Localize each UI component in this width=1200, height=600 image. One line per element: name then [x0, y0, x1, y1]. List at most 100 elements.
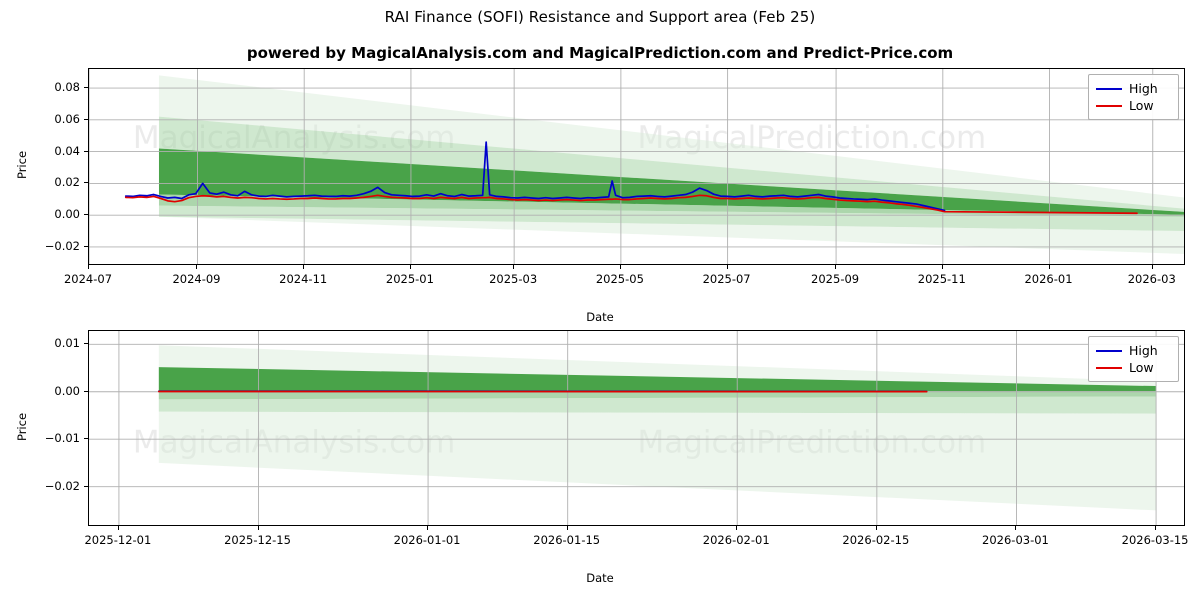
- upper-y-tickmark: [84, 118, 88, 120]
- lower-x-tick-label: 2026-03-15: [1121, 533, 1189, 547]
- lower-x-tick-label: 2026-01-15: [533, 533, 601, 547]
- lower-legend[interactable]: High Low: [1088, 336, 1179, 382]
- upper-x-tickmark: [303, 265, 305, 269]
- lower-y-tick-label: −0.01: [44, 431, 80, 446]
- upper-x-tickmark: [88, 265, 89, 269]
- upper-y-tick-label: 0.08: [54, 80, 80, 95]
- lower-x-tick-label: 2025-12-01: [84, 533, 152, 547]
- upper-y-tickmark: [84, 245, 88, 247]
- lower-x-tickmark: [1155, 526, 1157, 530]
- lower-y-tickmark: [84, 343, 88, 345]
- upper-legend-item-high[interactable]: High: [1096, 80, 1170, 97]
- upper-x-tick-label: 2025-01: [385, 272, 434, 286]
- upper-y-tick-label: 0.00: [54, 207, 80, 222]
- lower-x-tickmark: [117, 526, 119, 530]
- upper-x-tickmark: [409, 265, 411, 269]
- lower-plot-area: MagicalAnalysis.com MagicalPrediction.com: [88, 330, 1185, 526]
- upper-x-tickmark: [941, 265, 943, 269]
- watermark-text: MagicalPrediction.com: [638, 425, 987, 461]
- watermark-text: MagicalPrediction.com: [638, 120, 987, 156]
- lower-band-mid: [158, 390, 1157, 400]
- lower-legend-item-low[interactable]: Low: [1096, 359, 1170, 376]
- lower-band-lower-light: [158, 396, 1157, 414]
- upper-x-axis-title: Date: [586, 310, 614, 324]
- upper-legend[interactable]: High Low: [1088, 74, 1179, 120]
- lower-y-axis-title: Price: [15, 412, 29, 442]
- upper-x-tick-label: 2024-09: [172, 272, 221, 286]
- lower-x-tickmark: [257, 526, 259, 530]
- lower-x-axis-title: Date: [586, 571, 614, 585]
- upper-y-tickmark: [84, 182, 88, 184]
- legend-label: High: [1129, 81, 1158, 96]
- upper-x-tickmark: [619, 265, 621, 269]
- upper-x-tick-label: 2025-03: [489, 272, 538, 286]
- lower-legend-item-high[interactable]: High: [1096, 342, 1170, 359]
- legend-line-swatch-icon: [1096, 104, 1122, 107]
- upper-y-tick-label: 0.02: [54, 175, 80, 190]
- upper-gridlines: [89, 69, 1184, 264]
- upper-x-tick-label: 2025-07: [702, 272, 751, 286]
- upper-x-tickmark: [1151, 265, 1153, 269]
- page-subtitle: powered by MagicalAnalysis.com and Magic…: [246, 44, 954, 62]
- upper-x-tick-label: 2026-03: [1127, 272, 1176, 286]
- upper-x-tickmark: [726, 265, 728, 269]
- lower-y-tick-label: 0.01: [54, 336, 80, 351]
- upper-y-tickmark: [84, 214, 88, 216]
- lower-x-tickmark: [1015, 526, 1017, 530]
- upper-y-tick-label: 0.06: [54, 111, 80, 126]
- lower-x-tick-label: 2026-01-01: [393, 533, 461, 547]
- lower-x-tickmark: [566, 526, 568, 530]
- upper-series-low: [124, 194, 1138, 215]
- upper-series-high: [124, 141, 946, 212]
- upper-band-lower-light: [158, 205, 1184, 232]
- upper-band-mid: [158, 194, 1184, 217]
- lower-x-tick-label: 2025-12-15: [224, 533, 291, 547]
- lower-plot-svg: MagicalAnalysis.com MagicalPrediction.com: [89, 331, 1184, 525]
- upper-x-tickmark: [1048, 265, 1050, 269]
- upper-legend-item-low[interactable]: Low: [1096, 97, 1170, 114]
- lower-y-tickmark: [84, 438, 88, 440]
- lower-x-tick-label: 2026-03-01: [982, 533, 1049, 547]
- lower-band-outer-upper: [158, 345, 1157, 387]
- lower-x-tickmark: [875, 526, 877, 530]
- watermark-text: MagicalAnalysis.com: [133, 425, 455, 461]
- lower-y-tick-label: 0.00: [54, 383, 80, 398]
- upper-x-tick-label: 2024-07: [63, 272, 113, 286]
- legend-label: High: [1129, 343, 1158, 358]
- lower-x-tick-label: 2026-02-01: [702, 533, 770, 547]
- upper-y-tick-label: 0.04: [54, 143, 80, 158]
- upper-x-tick-label: 2025-11: [917, 272, 966, 286]
- upper-x-tickmark: [513, 265, 515, 269]
- upper-y-tick-label: −0.02: [44, 238, 80, 253]
- upper-x-tickmark: [196, 265, 198, 269]
- upper-x-tick-label: 2026-01: [1024, 272, 1073, 286]
- lower-x-tickmark: [427, 526, 429, 530]
- legend-label: Low: [1129, 98, 1154, 113]
- lower-y-tickmark: [84, 485, 88, 487]
- upper-band-lower-outer: [158, 216, 1184, 255]
- legend-line-swatch-icon: [1096, 366, 1122, 369]
- lower-band-core-dark: [158, 367, 1157, 392]
- upper-x-tick-label: 2024-11: [279, 272, 328, 286]
- lower-x-tick-label: 2026-02-15: [842, 533, 910, 547]
- lower-band-lower-outer: [158, 411, 1157, 511]
- lower-x-tickmark: [736, 526, 738, 530]
- legend-line-swatch-icon: [1096, 87, 1122, 90]
- upper-y-tickmark: [84, 87, 88, 89]
- lower-y-tickmark: [84, 390, 88, 392]
- upper-x-tick-label: 2025-09: [811, 272, 860, 286]
- lower-y-tick-label: −0.02: [44, 478, 80, 493]
- legend-line-swatch-icon: [1096, 349, 1122, 352]
- upper-y-tickmark: [84, 150, 88, 152]
- upper-x-tick-label: 2025-05: [595, 272, 644, 286]
- legend-label: Low: [1129, 360, 1154, 375]
- upper-x-tickmark: [835, 265, 837, 269]
- upper-band-upper-2: [158, 116, 1184, 212]
- page-title: RAI Finance (SOFI) Resistance and Suppor…: [384, 8, 816, 26]
- upper-band-outer-upper: [158, 75, 1184, 209]
